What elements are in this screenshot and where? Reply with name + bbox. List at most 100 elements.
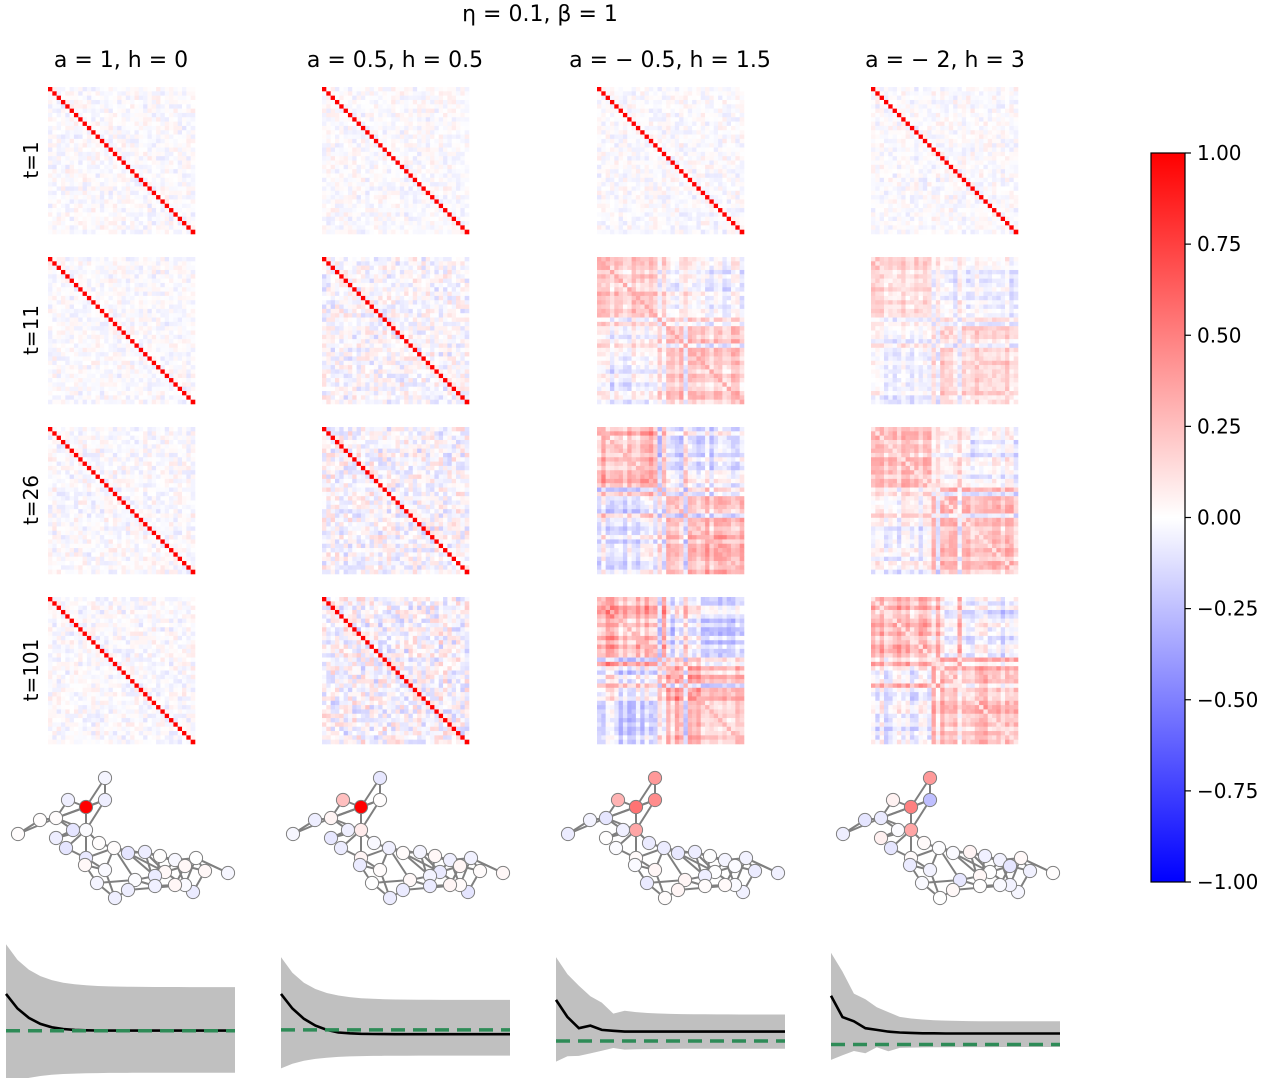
heatmap-cell (396, 100, 401, 105)
heatmap-cell (966, 178, 971, 183)
heatmap-cell (666, 182, 671, 187)
heatmap-cell (130, 261, 135, 266)
heatmap-cell (117, 296, 122, 301)
heatmap-cell (927, 169, 932, 174)
heatmap-cell (74, 212, 79, 217)
heatmap-cell (191, 117, 196, 122)
heatmap-cell (1001, 230, 1006, 235)
heatmap-cell (975, 113, 980, 118)
heatmap-cell (671, 96, 676, 101)
heatmap-cell (331, 230, 336, 235)
heatmap-cell (914, 191, 919, 196)
heatmap-cell (906, 173, 911, 178)
heatmap-cell (352, 186, 357, 191)
heatmap-cell (970, 212, 975, 217)
heatmap-cell (671, 87, 676, 92)
heatmap-cell (160, 178, 165, 183)
heatmap-cell (160, 283, 165, 288)
heatmap-cell (78, 217, 83, 222)
heatmap-cell (614, 96, 619, 101)
heatmap-cell (623, 96, 628, 101)
heatmap-cell (731, 217, 736, 222)
heatmap-cell (152, 208, 157, 213)
heatmap-cell (400, 178, 405, 183)
heatmap-cell (143, 148, 148, 153)
heatmap-cell (83, 135, 88, 140)
heatmap-cell (387, 113, 392, 118)
heatmap-cell (606, 135, 611, 140)
heatmap-cell (348, 208, 353, 213)
heatmap-cell (96, 270, 101, 275)
heatmap-cell (408, 182, 413, 187)
heatmap-cell (919, 182, 924, 187)
heatmap-cell (165, 199, 170, 204)
heatmap-cell (957, 91, 962, 96)
heatmap-cell (679, 212, 684, 217)
heatmap-cell (352, 208, 357, 213)
heatmap-cell (430, 152, 435, 157)
heatmap-cell (953, 225, 958, 230)
heatmap-cell (344, 217, 349, 222)
heatmap-cell (914, 113, 919, 118)
heatmap-cell (104, 300, 109, 305)
heatmap-cell (186, 96, 191, 101)
heatmap-cell (614, 204, 619, 209)
heatmap-cell (640, 169, 645, 174)
heatmap-cell (718, 165, 723, 170)
heatmap-cell (169, 283, 174, 288)
heatmap-cell (979, 126, 984, 131)
heatmap-cell (387, 173, 392, 178)
heatmap-cell (173, 91, 178, 96)
heatmap-cell (606, 182, 611, 187)
heatmap-cell (932, 109, 937, 114)
heatmap-cell (143, 182, 148, 187)
heatmap-cell (48, 135, 53, 140)
heatmap-cell (722, 152, 727, 157)
heatmap-cell (718, 191, 723, 196)
heatmap-cell (152, 279, 157, 284)
heatmap-cell (897, 139, 902, 144)
heatmap-cell (636, 109, 641, 114)
heatmap-cell (645, 100, 650, 105)
heatmap-cell (48, 274, 53, 279)
heatmap-cell (970, 126, 975, 131)
heatmap-cell (109, 96, 114, 101)
heatmap-cell (52, 199, 57, 204)
heatmap-cell (391, 225, 396, 230)
heatmap-cell (147, 178, 152, 183)
heatmap-cell (113, 173, 118, 178)
heatmap-cell (83, 173, 88, 178)
heatmap-cell (649, 204, 654, 209)
heatmap-cell (100, 173, 105, 178)
heatmap-cell (880, 178, 885, 183)
heatmap-cell (901, 143, 906, 148)
heatmap-cell (597, 122, 602, 127)
heatmap-cell (374, 96, 379, 101)
heatmap-cell (378, 117, 383, 122)
heatmap-cell (679, 104, 684, 109)
heatmap-cell (186, 169, 191, 174)
heatmap-cell (339, 148, 344, 153)
heatmap-cell (731, 221, 736, 226)
heatmap-cell (714, 156, 719, 161)
heatmap-cell (597, 191, 602, 196)
heatmap-cell (671, 195, 676, 200)
heatmap-cell (623, 161, 628, 166)
heatmap-cell (109, 266, 114, 271)
heatmap-cell (400, 217, 405, 222)
heatmap-cell (610, 135, 615, 140)
heatmap-cell (671, 139, 676, 144)
heatmap-cell (692, 143, 697, 148)
heatmap-cell (1009, 199, 1014, 204)
heatmap-cell (936, 96, 941, 101)
heatmap-cell (623, 208, 628, 213)
heatmap-cell (619, 87, 624, 92)
heatmap-cell (408, 148, 413, 153)
heatmap-cell (696, 100, 701, 105)
heatmap-cell (919, 91, 924, 96)
heatmap-cell (671, 208, 676, 213)
heatmap-cell (344, 87, 349, 92)
heatmap-cell (714, 186, 719, 191)
heatmap-cell (875, 225, 880, 230)
heatmap-cell (117, 156, 122, 161)
